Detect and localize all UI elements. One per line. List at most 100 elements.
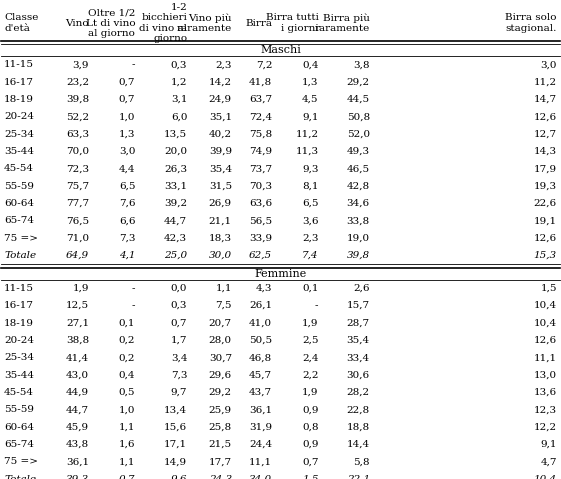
Text: 3,4: 3,4 — [171, 353, 187, 362]
Text: 9,1: 9,1 — [540, 440, 557, 449]
Text: 14,7: 14,7 — [534, 95, 557, 104]
Text: 25-34: 25-34 — [4, 130, 34, 139]
Text: 11-15: 11-15 — [4, 60, 34, 69]
Text: Birra: Birra — [245, 19, 272, 27]
Text: 22,6: 22,6 — [534, 199, 557, 208]
Text: 35,4: 35,4 — [347, 336, 370, 345]
Text: 11-15: 11-15 — [4, 284, 34, 293]
Text: 2,2: 2,2 — [302, 371, 319, 379]
Text: 11,2: 11,2 — [534, 78, 557, 87]
Text: 9,3: 9,3 — [302, 164, 319, 173]
Text: 31,5: 31,5 — [209, 182, 232, 191]
Text: 2,3: 2,3 — [302, 234, 319, 243]
Text: 60-64: 60-64 — [4, 422, 34, 432]
Text: 56,5: 56,5 — [249, 217, 272, 226]
Text: 9,1: 9,1 — [302, 112, 319, 121]
Text: 7,3: 7,3 — [171, 371, 187, 379]
Text: Oltre 1/2
Lt di vino
al giorno: Oltre 1/2 Lt di vino al giorno — [86, 8, 135, 38]
Text: 28,7: 28,7 — [347, 319, 370, 328]
Text: -: - — [132, 284, 135, 293]
Text: 17,1: 17,1 — [164, 440, 187, 449]
Text: 35,1: 35,1 — [209, 112, 232, 121]
Text: 7,3: 7,3 — [119, 234, 135, 243]
Text: Birra tutti
i giorni: Birra tutti i giorni — [265, 13, 319, 33]
Text: 55-59: 55-59 — [4, 405, 34, 414]
Text: 3,0: 3,0 — [119, 147, 135, 156]
Text: 49,3: 49,3 — [347, 147, 370, 156]
Text: 15,6: 15,6 — [164, 422, 187, 432]
Text: 44,7: 44,7 — [164, 217, 187, 226]
Text: 25-34: 25-34 — [4, 353, 34, 362]
Text: 50,5: 50,5 — [249, 336, 272, 345]
Text: 1,0: 1,0 — [119, 405, 135, 414]
Text: 10,4: 10,4 — [534, 301, 557, 310]
Text: 44,7: 44,7 — [66, 405, 89, 414]
Text: 63,7: 63,7 — [249, 95, 272, 104]
Text: 25,9: 25,9 — [209, 405, 232, 414]
Text: 52,0: 52,0 — [347, 130, 370, 139]
Text: 0,9: 0,9 — [302, 405, 319, 414]
Text: 16-17: 16-17 — [4, 301, 34, 310]
Text: 25,0: 25,0 — [164, 251, 187, 260]
Text: 12,6: 12,6 — [534, 234, 557, 243]
Text: 0,7: 0,7 — [302, 457, 319, 467]
Text: 1,1: 1,1 — [119, 457, 135, 467]
Text: 24,4: 24,4 — [249, 440, 272, 449]
Text: 24,3: 24,3 — [209, 475, 232, 479]
Text: 22,1: 22,1 — [347, 475, 370, 479]
Text: 6,0: 6,0 — [171, 112, 187, 121]
Text: 72,3: 72,3 — [66, 164, 89, 173]
Text: 0,7: 0,7 — [171, 319, 187, 328]
Text: 1,6: 1,6 — [119, 440, 135, 449]
Text: 3,1: 3,1 — [171, 95, 187, 104]
Text: 64,9: 64,9 — [66, 251, 89, 260]
Text: 45-54: 45-54 — [4, 164, 34, 173]
Text: 0,9: 0,9 — [302, 440, 319, 449]
Text: 75,8: 75,8 — [249, 130, 272, 139]
Text: 39,2: 39,2 — [164, 199, 187, 208]
Text: 0,5: 0,5 — [119, 388, 135, 397]
Text: 11,2: 11,2 — [295, 130, 319, 139]
Text: 33,1: 33,1 — [164, 182, 187, 191]
Text: 0,7: 0,7 — [119, 78, 135, 87]
Text: 14,9: 14,9 — [164, 457, 187, 467]
Text: 35-44: 35-44 — [4, 371, 34, 379]
Text: 4,1: 4,1 — [119, 251, 135, 260]
Text: 4,3: 4,3 — [256, 284, 272, 293]
Text: 1,0: 1,0 — [119, 112, 135, 121]
Text: 10,4: 10,4 — [534, 319, 557, 328]
Text: Birra solo
stagional.: Birra solo stagional. — [505, 13, 557, 33]
Text: 31,9: 31,9 — [249, 422, 272, 432]
Text: 26,1: 26,1 — [249, 301, 272, 310]
Text: 23,2: 23,2 — [66, 78, 89, 87]
Text: 7,4: 7,4 — [302, 251, 319, 260]
Text: 12,2: 12,2 — [534, 422, 557, 432]
Text: 44,5: 44,5 — [347, 95, 370, 104]
Text: 38,8: 38,8 — [66, 336, 89, 345]
Text: 42,3: 42,3 — [164, 234, 187, 243]
Text: Totale: Totale — [4, 475, 36, 479]
Text: 10,4: 10,4 — [534, 475, 557, 479]
Text: Classe
d'età: Classe d'età — [4, 13, 39, 33]
Text: 1,9: 1,9 — [72, 284, 89, 293]
Text: 1,9: 1,9 — [302, 319, 319, 328]
Text: 22,8: 22,8 — [347, 405, 370, 414]
Text: -: - — [315, 301, 319, 310]
Text: 1,2: 1,2 — [171, 78, 187, 87]
Text: -: - — [132, 60, 135, 69]
Text: 7,2: 7,2 — [256, 60, 272, 69]
Text: 55-59: 55-59 — [4, 182, 34, 191]
Text: 13,5: 13,5 — [164, 130, 187, 139]
Text: 0,4: 0,4 — [119, 371, 135, 379]
Text: 26,3: 26,3 — [164, 164, 187, 173]
Text: 19,3: 19,3 — [534, 182, 557, 191]
Text: 41,4: 41,4 — [66, 353, 89, 362]
Text: 14,4: 14,4 — [347, 440, 370, 449]
Text: 28,2: 28,2 — [347, 388, 370, 397]
Text: 0,0: 0,0 — [171, 284, 187, 293]
Text: Femmine: Femmine — [254, 269, 307, 279]
Text: 40,2: 40,2 — [209, 130, 232, 139]
Text: 4,4: 4,4 — [119, 164, 135, 173]
Text: 1,1: 1,1 — [215, 284, 232, 293]
Text: 70,0: 70,0 — [66, 147, 89, 156]
